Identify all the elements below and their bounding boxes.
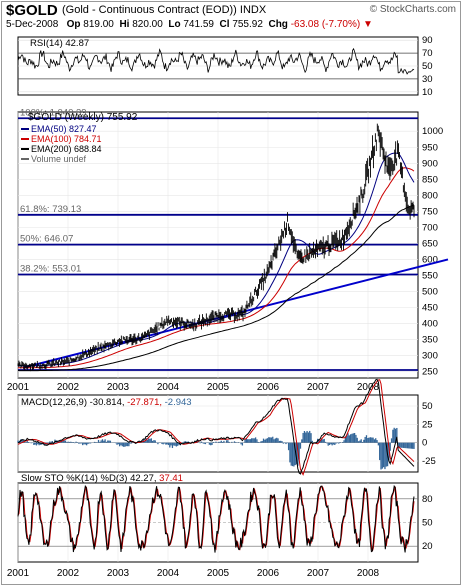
open-value: 819.00 — [83, 19, 114, 30]
rsi-tick-label: 70 — [422, 48, 433, 59]
macd-line — [17, 378, 415, 475]
sto-x-label: 2003 — [107, 568, 130, 579]
price-x-label: 2001 — [7, 382, 30, 393]
rsi-series-line — [17, 47, 415, 75]
price-bars-group — [17, 123, 415, 372]
macd-signal-line — [17, 379, 415, 476]
fib-level-label: 38.2%: 553.01 — [20, 263, 81, 274]
high-label: Hi — [119, 19, 130, 30]
brand-text: © StockCharts.com — [369, 4, 456, 15]
sto-x-label: 2006 — [257, 568, 280, 579]
change-label: Chg — [268, 19, 288, 30]
fib-level-label: 50%: 646.07 — [20, 234, 73, 245]
sto-tick-label: 20 — [422, 541, 433, 552]
legend-item-text: Volume undef — [31, 154, 87, 164]
sto-x-label: 2005 — [207, 568, 230, 579]
price-tick-label: 700 — [422, 222, 438, 233]
price-tick-label: 1000 — [422, 126, 443, 137]
fib-level-label: 61.8%: 739.13 — [20, 204, 81, 215]
legend-item-text: EMA(100) 784.71 — [31, 134, 102, 144]
price-tick-label: 300 — [422, 351, 438, 362]
sto-x-label: 2007 — [307, 568, 330, 579]
price-tick-label: 550 — [422, 270, 438, 281]
ema200-line — [18, 204, 415, 372]
open-label: Op — [66, 19, 81, 30]
sto-tick-label: 50 — [422, 518, 433, 529]
legend-item-text: EMA(50) 827.47 — [31, 124, 97, 134]
macd-label: MACD(12,26,9) -30.814, -27.871, -2.943 — [21, 397, 192, 408]
quote-line: 5-Dec-2008 Op 819.00 Hi 820.00 Lo 741.59… — [6, 19, 373, 30]
price-x-label: 2006 — [257, 382, 280, 393]
quote-date: 5-Dec-2008 — [6, 19, 59, 30]
ema100-line — [18, 167, 415, 369]
sto-x-label: 2004 — [157, 568, 180, 579]
price-tick-label: 900 — [422, 158, 438, 169]
price-x-label: 2008 — [357, 382, 380, 393]
close-value: 755.92 — [232, 19, 263, 30]
price-tick-label: 850 — [422, 174, 438, 185]
price-x-label: 2003 — [107, 382, 130, 393]
down-arrow-icon: ▼ — [362, 19, 373, 30]
rsi-tick-label: 10 — [422, 87, 433, 98]
macd-tick-label: -25 — [422, 456, 436, 467]
sto-label: Slow STO %K(14) %D(3) 42.27, 37.41 — [21, 473, 183, 484]
price-tick-label: 650 — [422, 238, 438, 249]
macd-label-signal: -27.871, — [127, 397, 165, 408]
price-legend-main: $GOLD (Weekly) 755.92 — [28, 112, 138, 123]
change-value: -63.08 (-7.70%) — [290, 19, 361, 30]
price-tick-label: 950 — [422, 142, 438, 153]
price-tick-label: 600 — [422, 254, 438, 265]
high-value: 820.00 — [132, 19, 163, 30]
price-x-label: 2005 — [207, 382, 230, 393]
macd-tick-label: 50 — [422, 401, 433, 412]
close-label: Cl — [219, 19, 230, 30]
price-tick-label: 750 — [422, 206, 438, 217]
price-tick-label: 800 — [422, 190, 438, 201]
legend-item-text: EMA(200) 688.84 — [31, 144, 102, 154]
low-value: 741.59 — [183, 19, 214, 30]
exchange-text: INDX — [239, 4, 267, 16]
macd-label-hist: -2.943 — [165, 397, 192, 408]
price-tick-label: 350 — [422, 335, 438, 346]
sto-label-main: Slow STO %K(14) %D(3) 42.27, — [21, 473, 159, 484]
rsi-tick-label: 50 — [422, 61, 433, 72]
price-tick-label: 400 — [422, 319, 438, 330]
price-tick-label: 450 — [422, 302, 438, 313]
rsi-label: RSI(14) 42.87 — [30, 38, 89, 49]
price-tick-label: 500 — [422, 286, 438, 297]
macd-label-main: MACD(12,26,9) -30.814, — [21, 397, 127, 408]
price-x-label: 2002 — [57, 382, 80, 393]
fib-level-label: 100%: 1,040.39 — [20, 107, 87, 118]
sto-x-label: 2002 — [57, 568, 80, 579]
rsi-tick-label: 90 — [422, 35, 433, 46]
sto-x-label: 2001 — [7, 568, 30, 579]
sto-label-d: 37.41 — [159, 473, 183, 484]
rsi-tick-label: 30 — [422, 74, 433, 85]
sto-x-label: 2008 — [357, 568, 380, 579]
macd-tick-label: 0 — [422, 438, 427, 449]
macd-tick-label: 25 — [422, 419, 433, 430]
price-x-label: 2007 — [307, 382, 330, 393]
symbol-description: (Gold - Continuous Contract (EOD)) INDX — [62, 4, 266, 16]
price-tick-label: 250 — [422, 367, 438, 378]
description-text: (Gold - Continuous Contract (EOD)) — [62, 4, 237, 16]
sto-k-line — [17, 484, 415, 553]
sto-tick-label: 80 — [422, 494, 433, 505]
symbol-title: $GOLD — [6, 2, 58, 19]
price-x-label: 2004 — [157, 382, 180, 393]
